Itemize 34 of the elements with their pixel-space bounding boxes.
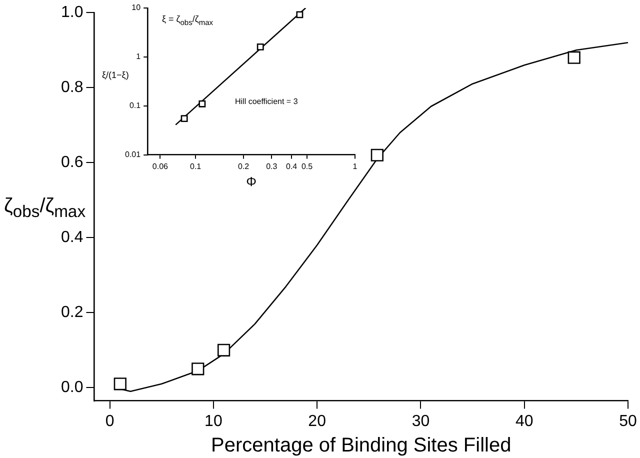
x-tick-label: 10: [204, 412, 222, 430]
y-axis-title: ξ/(1−ξ): [102, 70, 129, 80]
y-axis-title: ζ$_{obs}$/ζ$_{max}$: [4, 195, 86, 222]
y-tick-label: 0.8: [60, 79, 84, 96]
point: [568, 51, 580, 64]
x-tick-label: 0.06: [152, 162, 169, 171]
x-tick-label: 1: [352, 162, 358, 171]
y-tick-label: 1.0: [60, 4, 84, 22]
x-tick-label: 0.5: [301, 162, 314, 171]
x-tick-label: 20: [308, 412, 326, 430]
x-tick-label: 0: [105, 412, 114, 430]
y-tick-label: 0.01: [124, 150, 142, 160]
x-axis-title: Φ: [246, 174, 256, 189]
x-tick-label: 40: [515, 412, 534, 430]
annotation: ξ = ζ$_{obs}$/ζ$_{max}$: [162, 14, 213, 27]
y-tick-label: 10: [132, 3, 142, 12]
x-tick-label: 0.2: [238, 162, 250, 171]
point: [217, 344, 230, 356]
y-tick-label: 0.1: [129, 101, 142, 110]
x-tick-label: 30: [412, 412, 430, 430]
y-tick-label: 0.2: [60, 304, 84, 322]
x-tick-label: 50: [619, 412, 637, 430]
point: [370, 148, 384, 162]
point: [114, 378, 126, 390]
point: [192, 362, 204, 376]
x-axis-title: Percentage of Binding Sites Filled: [211, 434, 512, 457]
x-tick-label: 0.4: [286, 162, 298, 171]
x-tick-label: 0.3: [266, 162, 278, 171]
y-tick-label: 0.6: [60, 154, 84, 172]
y-tick-label: 0.4: [60, 229, 84, 246]
y-tick-label: 0.0: [60, 379, 84, 396]
x-tick-label: 0.1: [190, 162, 202, 171]
annotation: Hill coefficient = 3: [235, 97, 298, 106]
y-tick-label: 1: [136, 52, 142, 62]
